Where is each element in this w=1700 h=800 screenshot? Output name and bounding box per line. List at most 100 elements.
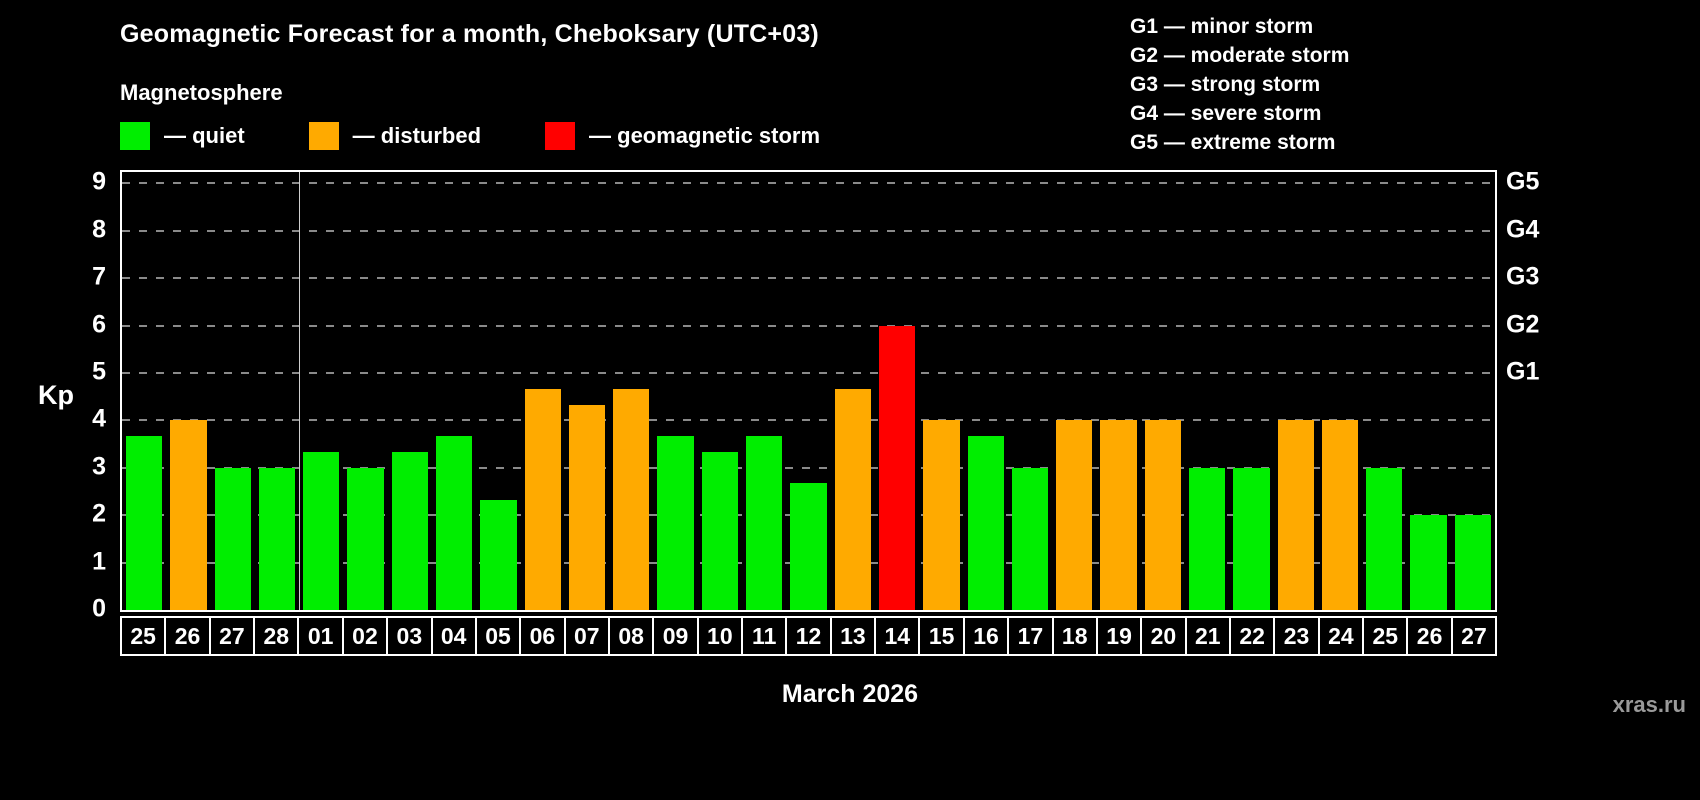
bar-day-25 [125, 436, 163, 610]
g-scale-tick-label: G2 [1506, 309, 1540, 338]
y-axis-title: Kp [38, 380, 74, 410]
g-legend-line-1: G1 — minor storm [1130, 15, 1314, 38]
day-label: 01 [297, 616, 344, 656]
g-legend-line-2: G2 — moderate storm [1130, 44, 1350, 67]
bar-day-11 [746, 436, 783, 610]
day-label: 18 [1051, 616, 1098, 656]
legend-label-quiet: — quiet [164, 123, 245, 148]
y-tick-label: 6 [92, 309, 106, 338]
bar-day-13 [834, 388, 871, 610]
g-scale-tick-label: G1 [1506, 357, 1540, 386]
legend-label-storm: — geomagnetic storm [589, 123, 821, 148]
bar-day-03 [391, 452, 429, 610]
plot-area [120, 170, 1497, 612]
bar-day-28 [258, 467, 296, 610]
gridline-6 [122, 324, 1495, 327]
g-scale-tick-label: G5 [1506, 167, 1540, 196]
chart-subtitle: Magnetosphere [120, 80, 283, 105]
g-legend-line-3: G3 — strong storm [1130, 73, 1321, 96]
x-axis-title: March 2026 [781, 680, 919, 708]
day-label: 02 [341, 616, 389, 656]
legend-swatch-storm [545, 122, 576, 150]
bar-day-26 [1410, 515, 1447, 610]
day-label: 27 [208, 616, 256, 656]
y-tick-label: 2 [92, 499, 106, 528]
day-label: 20 [1140, 616, 1187, 656]
bar-day-19 [1100, 420, 1137, 610]
bar-day-07 [568, 404, 606, 610]
gridline-4 [122, 419, 1495, 422]
gridline-8 [122, 229, 1495, 232]
bar-day-05 [480, 499, 517, 610]
day-label: 07 [563, 616, 610, 656]
bar-day-24 [1321, 420, 1359, 610]
bar-day-10 [701, 452, 739, 610]
bar-day-18 [1056, 420, 1093, 610]
day-label: 24 [1317, 616, 1365, 656]
day-label: 03 [386, 616, 433, 656]
day-label: 26 [1406, 616, 1453, 656]
g-scale-legend: G1 — minor storm G2 — moderate storm G3 — … [1130, 12, 1349, 157]
day-label: 23 [1273, 616, 1320, 656]
day-label: 19 [1095, 616, 1143, 656]
y-tick-label: 5 [92, 357, 106, 386]
g-scale-tick-label: G4 [1506, 215, 1540, 244]
legend-swatch-disturbed [308, 122, 339, 150]
gridline-5 [122, 372, 1495, 374]
bar-day-04 [436, 436, 473, 610]
day-label: 17 [1007, 616, 1054, 656]
month-separator-line [299, 172, 301, 610]
bar-day-06 [524, 388, 561, 610]
y-tick-label: 4 [92, 404, 106, 433]
bar-day-27 [1454, 515, 1491, 610]
bar-day-25 [1366, 467, 1403, 610]
chart-title: Geomagnetic Forecast for a month, Chebok… [120, 20, 819, 48]
bar-day-01 [303, 452, 340, 610]
y-tick-label: 8 [92, 215, 106, 244]
day-label: 27 [1450, 616, 1498, 656]
legend-item-disturbed: — disturbed [308, 122, 482, 150]
day-axis: 25 26 27 28 01 02 03 04 05 06 07 08 09 10 11 12 13 14 15 16… [120, 616, 1498, 656]
day-label: 25 [120, 616, 167, 656]
bar-day-20 [1144, 420, 1181, 610]
y-tick-label: 1 [92, 546, 106, 575]
y-tick-label: 0 [92, 594, 106, 623]
bar-day-26 [170, 420, 207, 610]
day-label: 04 [430, 616, 477, 656]
day-label: 13 [829, 616, 877, 656]
y-tick-label: 3 [92, 452, 106, 481]
bar-day-23 [1277, 420, 1314, 610]
day-label: 28 [253, 616, 300, 656]
gridline-9 [122, 182, 1495, 185]
day-label: 15 [918, 616, 965, 656]
day-label: 05 [474, 616, 522, 656]
day-label: 16 [962, 616, 1010, 656]
gridline-3 [122, 466, 1495, 469]
day-label: 12 [785, 616, 832, 656]
bar-day-15 [923, 420, 960, 610]
y-tick-label: 9 [92, 167, 106, 196]
legend-item-quiet: — quiet [120, 122, 245, 150]
day-label: 25 [1362, 616, 1409, 656]
day-label: 14 [874, 616, 921, 656]
day-label: 10 [696, 616, 744, 656]
day-label: 26 [164, 616, 211, 656]
day-label: 11 [741, 616, 788, 656]
legend-row: — quiet — disturbed — geomagnetic storm [120, 122, 820, 150]
day-label: 06 [519, 616, 566, 656]
g-legend-line-5: G5 — extreme storm [1130, 131, 1336, 154]
day-label: 08 [607, 616, 655, 656]
g-scale-tick-label: G3 [1506, 262, 1540, 291]
legend-swatch-quiet [120, 122, 150, 150]
bar-day-27 [214, 467, 251, 610]
bar-day-08 [613, 388, 650, 610]
bar-day-12 [790, 483, 827, 610]
bar-day-16 [967, 436, 1004, 610]
g-legend-line-4: G4 — severe storm [1130, 102, 1322, 125]
legend-label-disturbed: — disturbed [352, 123, 482, 148]
y-tick-label: 7 [92, 262, 106, 291]
bar-day-02 [347, 467, 384, 610]
bar-day-21 [1188, 467, 1226, 610]
day-label: 22 [1228, 616, 1276, 656]
